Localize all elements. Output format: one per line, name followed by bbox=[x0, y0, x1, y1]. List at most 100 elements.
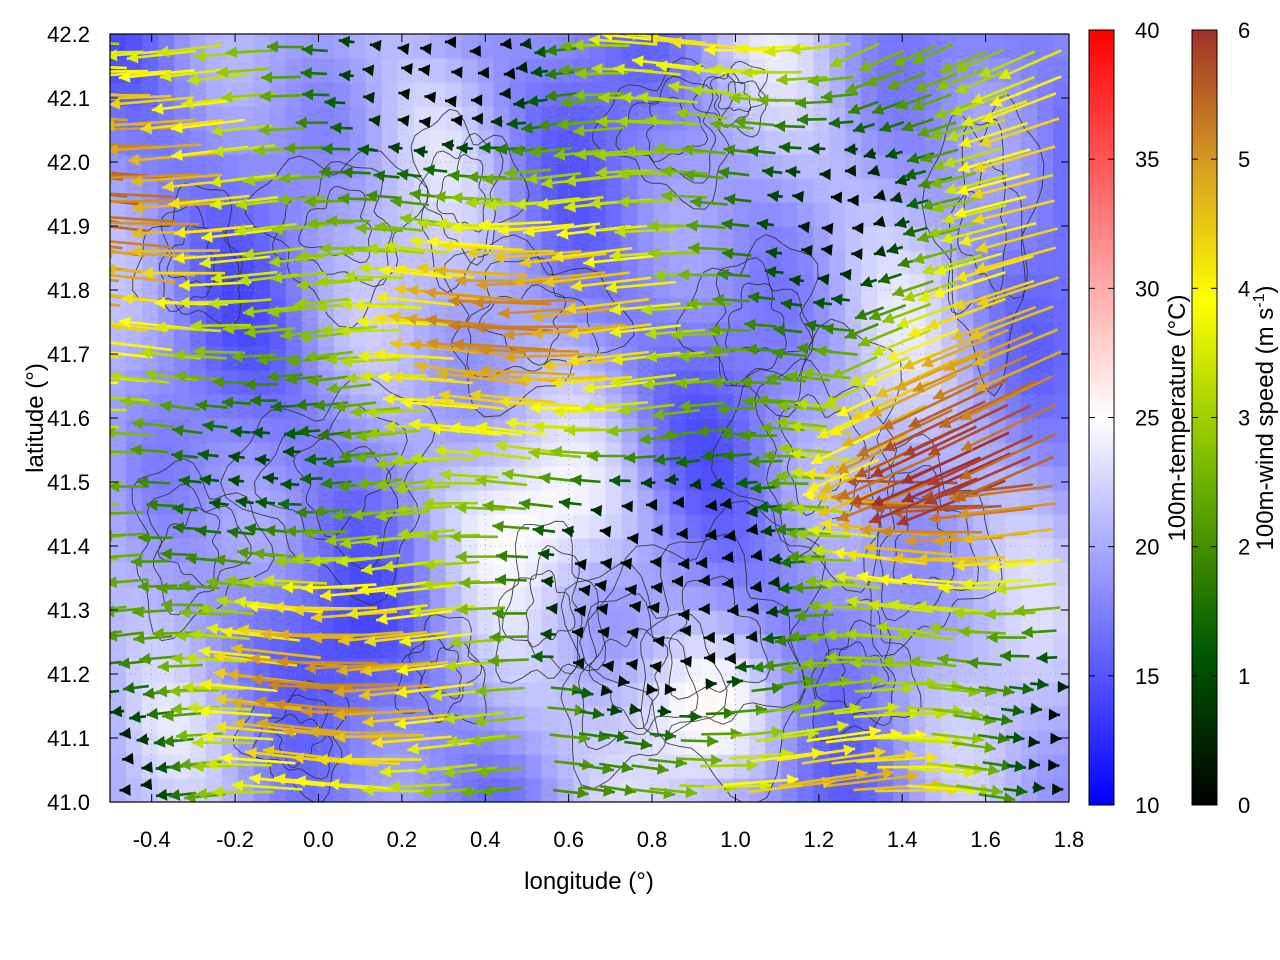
temperature-cell bbox=[1037, 466, 1054, 491]
temperature-cell bbox=[1053, 226, 1069, 251]
temperature-cell bbox=[637, 490, 655, 515]
colorbar-tick-label: 35 bbox=[1135, 147, 1159, 172]
temperature-cell bbox=[605, 202, 623, 227]
wind-arrow bbox=[442, 766, 498, 779]
temperature-cell bbox=[813, 754, 830, 779]
temperature-cell bbox=[701, 82, 718, 107]
temperature-cell bbox=[637, 562, 655, 587]
x-tick-label: 1.6 bbox=[970, 827, 1001, 852]
temperature-cell bbox=[110, 514, 127, 539]
temperature-cell bbox=[653, 346, 670, 371]
temperature-cell bbox=[142, 658, 159, 683]
temperature-cell bbox=[477, 610, 495, 635]
temperature-cell bbox=[877, 250, 894, 275]
x-tick-label: -0.2 bbox=[216, 827, 254, 852]
temperature-cell bbox=[637, 538, 655, 563]
temperature-cell bbox=[557, 154, 575, 179]
temperature-cell bbox=[701, 778, 718, 802]
temperature-cell bbox=[845, 226, 862, 251]
wind-arrow bbox=[773, 698, 826, 712]
temperature-cell bbox=[685, 754, 702, 779]
temperature-cell bbox=[157, 418, 175, 443]
temperature-cell bbox=[237, 394, 255, 419]
temperature-cell bbox=[381, 82, 399, 107]
temperature-cell bbox=[237, 442, 255, 467]
temperature-cell bbox=[541, 250, 559, 275]
temperature-cell bbox=[877, 34, 894, 59]
temperature-cell bbox=[733, 514, 750, 539]
temperature-cell bbox=[797, 58, 814, 83]
contour-line bbox=[615, 75, 716, 184]
wind-arrow bbox=[316, 753, 401, 766]
wind-arrow bbox=[388, 780, 451, 793]
colorbar-tick-label: 25 bbox=[1135, 406, 1159, 431]
temperature-cell bbox=[685, 418, 702, 443]
temperature-cell bbox=[1053, 130, 1069, 155]
temperature-cell bbox=[126, 130, 143, 155]
temperature-cell bbox=[509, 226, 527, 251]
temperature-cell bbox=[781, 562, 798, 587]
temperature-cell bbox=[605, 682, 623, 707]
temperature-cell bbox=[797, 202, 814, 227]
temperature-cell bbox=[813, 178, 830, 203]
temperature-cell bbox=[701, 466, 718, 491]
temperature-cell bbox=[621, 514, 639, 539]
temperature-cell bbox=[509, 178, 527, 203]
wind-arrow bbox=[676, 754, 723, 767]
temperature-cell bbox=[509, 658, 527, 683]
temperature-cell bbox=[621, 442, 639, 467]
wind-arrow bbox=[415, 763, 478, 776]
temperature-cell bbox=[349, 562, 367, 587]
x-tick-label: 0.4 bbox=[470, 827, 501, 852]
temperature-cell bbox=[173, 634, 191, 659]
temperature-cell bbox=[189, 154, 207, 179]
temperature-cell bbox=[509, 754, 527, 779]
temperature-cell bbox=[525, 562, 543, 587]
temperature-cell bbox=[157, 346, 175, 371]
temperature-cell bbox=[1037, 250, 1054, 275]
temperature-cell bbox=[1037, 730, 1054, 755]
temperature-cell bbox=[557, 778, 575, 802]
wind-arrow bbox=[110, 147, 125, 152]
temperature-cell bbox=[989, 34, 1006, 59]
temperature-cell bbox=[605, 442, 623, 467]
temperature-cell bbox=[413, 82, 431, 107]
wind-colorbar-label-main: 100m-wind speed (m s bbox=[1252, 308, 1279, 551]
temperature-cell bbox=[413, 538, 431, 563]
temperature-cell bbox=[1053, 202, 1069, 227]
temperature-cell bbox=[621, 682, 639, 707]
temperature-cell bbox=[861, 34, 878, 59]
temperature-cell bbox=[1037, 58, 1054, 83]
temperature-cell bbox=[749, 298, 766, 323]
temperature-cell bbox=[637, 634, 655, 659]
temperature-cell bbox=[477, 106, 495, 131]
temperature-cell bbox=[349, 106, 367, 131]
temperature-cell bbox=[733, 178, 750, 203]
temperature-cell bbox=[605, 106, 623, 131]
temperature-cell bbox=[797, 226, 814, 251]
temperature-cell bbox=[461, 82, 479, 107]
wind-arrow bbox=[340, 753, 422, 766]
temperature-cell bbox=[493, 730, 511, 755]
wind-arrow bbox=[624, 738, 653, 751]
temperature-cell bbox=[701, 274, 718, 299]
temperature-cell bbox=[797, 154, 814, 179]
temperature-cell bbox=[461, 178, 479, 203]
temperature-cell bbox=[126, 106, 143, 131]
temperature-cell bbox=[781, 682, 798, 707]
temperature-cell bbox=[1053, 370, 1069, 395]
temperature-cell bbox=[493, 682, 511, 707]
temperature-cell bbox=[157, 130, 175, 155]
temperature-cell bbox=[525, 274, 543, 299]
temperature-cell bbox=[685, 202, 702, 227]
temperature-cell bbox=[445, 346, 463, 371]
temperature-cell bbox=[525, 730, 543, 755]
temperature-cell bbox=[1053, 466, 1069, 491]
temperature-cell bbox=[142, 130, 159, 155]
temperature-cell bbox=[237, 34, 255, 59]
temperature-cell bbox=[989, 370, 1006, 395]
wind-arrow bbox=[631, 762, 669, 775]
temperature-cell bbox=[605, 538, 623, 563]
temperature-cell bbox=[285, 58, 303, 83]
temperature-cell bbox=[269, 82, 287, 107]
